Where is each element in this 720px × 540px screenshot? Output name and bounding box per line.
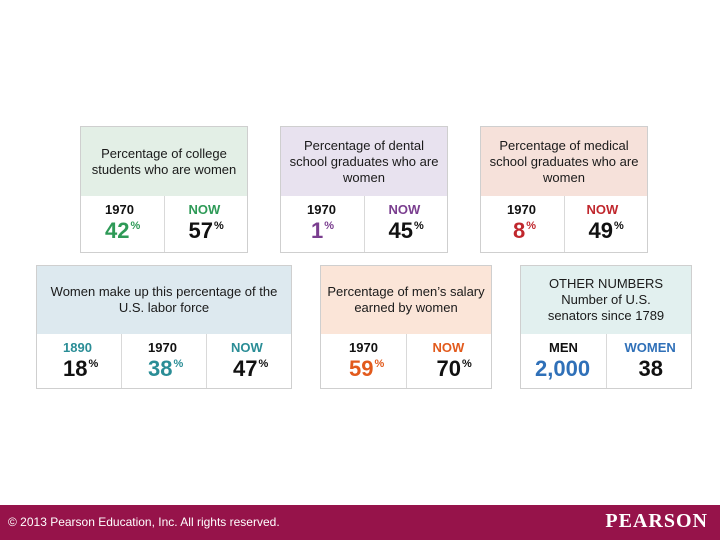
stat-label: NOW bbox=[586, 202, 619, 217]
stat-now: NOW 49% bbox=[563, 196, 648, 252]
stat-now: NOW 70% bbox=[405, 334, 492, 388]
stat-label: 1970 bbox=[148, 340, 177, 355]
stat-1890: 1890 18% bbox=[37, 334, 121, 388]
copyright-text: © 2013 Pearson Education, Inc. All right… bbox=[8, 515, 280, 529]
senators-card: OTHER NUMBERS Number of U.S. senators si… bbox=[520, 265, 692, 389]
stat-label: MEN bbox=[549, 340, 578, 355]
medical-graduates-title: Percentage of medical school graduates w… bbox=[481, 127, 647, 196]
stat-value: 57% bbox=[188, 218, 224, 243]
stat-value: 38 bbox=[638, 356, 663, 381]
stat-value: 38% bbox=[148, 356, 184, 381]
stat-now: NOW 47% bbox=[206, 334, 291, 388]
stat-label: WOMEN bbox=[624, 340, 676, 355]
senators-subtitle: Number of U.S. senators since 1789 bbox=[547, 292, 665, 323]
labor-force-card: Women make up this percentage of the U.S… bbox=[36, 265, 292, 389]
stat-label: NOW bbox=[231, 340, 263, 355]
stat-value: 45% bbox=[388, 218, 424, 243]
stat-label: 1970 bbox=[349, 340, 378, 355]
stat-1970: 1970 38% bbox=[121, 334, 206, 388]
labor-force-title: Women make up this percentage of the U.S… bbox=[37, 266, 291, 334]
stat-value: 1% bbox=[311, 218, 335, 243]
pearson-logo: PEARSON bbox=[605, 510, 708, 532]
medical-graduates-card: Percentage of medical school graduates w… bbox=[480, 126, 648, 253]
stat-women: WOMEN 38 bbox=[605, 334, 692, 388]
stat-value: 8% bbox=[513, 218, 537, 243]
stat-1970: 1970 8% bbox=[481, 196, 564, 252]
stat-label: 1970 bbox=[307, 202, 336, 217]
footer-bar: © 2013 Pearson Education, Inc. All right… bbox=[0, 505, 720, 540]
dental-graduates-card: Percentage of dental school graduates wh… bbox=[280, 126, 448, 253]
stat-label: 1970 bbox=[507, 202, 536, 217]
other-numbers-heading: OTHER NUMBERS bbox=[548, 276, 664, 291]
stat-now: NOW 57% bbox=[163, 196, 248, 252]
stat-label: 1970 bbox=[105, 202, 134, 217]
stat-1970: 1970 42% bbox=[81, 196, 164, 252]
college-students-title: Percentage of college students who are w… bbox=[81, 127, 247, 196]
stat-value: 47% bbox=[233, 356, 269, 381]
stat-value: 49% bbox=[588, 218, 624, 243]
stat-value: 70% bbox=[436, 356, 472, 381]
stat-label: NOW bbox=[388, 202, 421, 217]
salary-title: Percentage of men’s salary earned by wom… bbox=[321, 266, 491, 334]
stat-label: 1890 bbox=[63, 340, 92, 355]
salary-card: Percentage of men’s salary earned by wom… bbox=[320, 265, 492, 389]
stat-value: 18% bbox=[63, 356, 99, 381]
stat-1970: 1970 59% bbox=[321, 334, 406, 388]
dental-graduates-title: Percentage of dental school graduates wh… bbox=[281, 127, 447, 196]
stat-label: NOW bbox=[432, 340, 465, 355]
senators-title: OTHER NUMBERS Number of U.S. senators si… bbox=[521, 266, 691, 334]
stat-value: 59% bbox=[349, 356, 385, 381]
stat-now: NOW 45% bbox=[363, 196, 448, 252]
college-students-card: Percentage of college students who are w… bbox=[80, 126, 248, 253]
stat-label: NOW bbox=[188, 202, 221, 217]
stat-1970: 1970 1% bbox=[281, 196, 364, 252]
stat-value: 2,000 bbox=[535, 356, 591, 381]
stat-men: MEN 2,000 bbox=[521, 334, 606, 388]
stat-value: 42% bbox=[105, 218, 141, 243]
